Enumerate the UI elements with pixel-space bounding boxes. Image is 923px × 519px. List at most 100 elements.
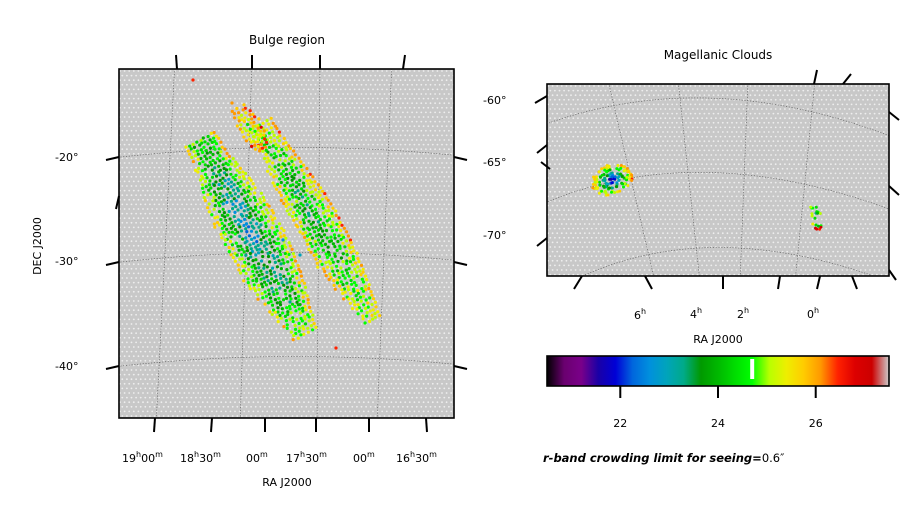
- field-point: [436, 272, 439, 275]
- field-point: [245, 313, 248, 316]
- field-point: [162, 369, 165, 371]
- field-point: [379, 157, 381, 160]
- field-point: [319, 139, 321, 141]
- field-point: [169, 290, 172, 293]
- field-point: [443, 148, 446, 151]
- field-point: [195, 231, 197, 233]
- field-point: [388, 74, 390, 77]
- field-point: [404, 171, 407, 174]
- field-point: [339, 355, 342, 358]
- field-point: [346, 304, 349, 307]
- field-point: [220, 244, 223, 247]
- field-point: [312, 290, 315, 293]
- field-point: [160, 162, 163, 164]
- field-point: [259, 286, 262, 289]
- field-point: [206, 355, 209, 358]
- field-point: [192, 300, 195, 302]
- field-point: [425, 148, 427, 151]
- field-point: [374, 267, 377, 270]
- field-point: [234, 272, 236, 275]
- field-point: [372, 373, 374, 376]
- field-point: [385, 272, 388, 275]
- field-point: [266, 198, 269, 201]
- field-point: [425, 221, 427, 224]
- field-point: [374, 369, 377, 371]
- field-point: [448, 83, 450, 86]
- field-point: [392, 378, 395, 381]
- field-point: [358, 336, 361, 339]
- field-point: [289, 327, 292, 330]
- field-point: [236, 212, 239, 215]
- field-point: [234, 79, 236, 82]
- field-point: [190, 111, 193, 114]
- field-point: [218, 323, 220, 325]
- field-point: [388, 258, 390, 261]
- field-point: [422, 272, 425, 275]
- field-point: [335, 88, 338, 91]
- field-point: [406, 212, 409, 215]
- field-point: [349, 346, 351, 348]
- field-point: [264, 359, 266, 362]
- field-point: [181, 267, 184, 270]
- field-point: [220, 300, 223, 302]
- field-point: [264, 313, 266, 316]
- field-point: [211, 88, 213, 91]
- field-point: [153, 93, 156, 95]
- field-point: [305, 157, 308, 160]
- field-point: [234, 235, 236, 238]
- field-point: [268, 129, 271, 132]
- field-point: [231, 267, 234, 270]
- field-point: [342, 111, 344, 114]
- field-point: [121, 157, 124, 160]
- field-point: [229, 373, 232, 376]
- field-point: [314, 369, 317, 371]
- field-point: [450, 327, 453, 330]
- field-point: [388, 332, 390, 335]
- field-point: [339, 309, 342, 312]
- field-point: [160, 208, 163, 210]
- field-point: [208, 93, 211, 95]
- field-point: [222, 120, 225, 123]
- field-point: [330, 180, 333, 183]
- field-point: [121, 332, 124, 335]
- field-point: [443, 185, 446, 187]
- field-point: [422, 171, 425, 174]
- field-point: [185, 286, 188, 289]
- field-point: [445, 355, 448, 358]
- field-point: [254, 194, 257, 197]
- field-point: [128, 106, 131, 109]
- field-point: [273, 359, 275, 362]
- field-point: [344, 70, 347, 72]
- field-point: [160, 355, 163, 358]
- field-point: [358, 97, 361, 100]
- field-point: [206, 300, 209, 302]
- field-point: [390, 226, 393, 229]
- field-point: [162, 258, 165, 261]
- field-point: [448, 286, 450, 289]
- field-point: [183, 244, 186, 247]
- field-point: [314, 74, 317, 77]
- field-point: [383, 240, 386, 243]
- field-point: [300, 83, 303, 86]
- field-point: [195, 157, 197, 160]
- field-point: [252, 171, 255, 174]
- field-point: [287, 139, 289, 141]
- field-point: [411, 332, 413, 335]
- field-point: [192, 217, 195, 220]
- field-point: [388, 286, 390, 289]
- field-point: [155, 79, 158, 82]
- field-point: [142, 355, 144, 358]
- field-point: [374, 139, 377, 141]
- field-point: [222, 323, 225, 325]
- field-point: [287, 93, 289, 95]
- field-point: [314, 313, 317, 316]
- field-point: [284, 162, 287, 164]
- field-point: [427, 373, 430, 376]
- field-point: [257, 254, 259, 256]
- field-point: [151, 263, 154, 266]
- field-point: [427, 116, 430, 118]
- field-point: [273, 74, 275, 77]
- field-point: [185, 129, 188, 132]
- field-point: [160, 346, 163, 348]
- field-point: [360, 111, 363, 114]
